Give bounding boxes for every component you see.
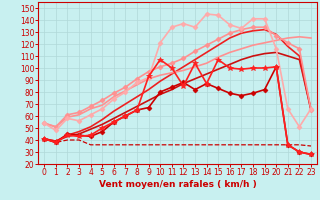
X-axis label: Vent moyen/en rafales ( km/h ): Vent moyen/en rafales ( km/h ) bbox=[99, 180, 256, 189]
